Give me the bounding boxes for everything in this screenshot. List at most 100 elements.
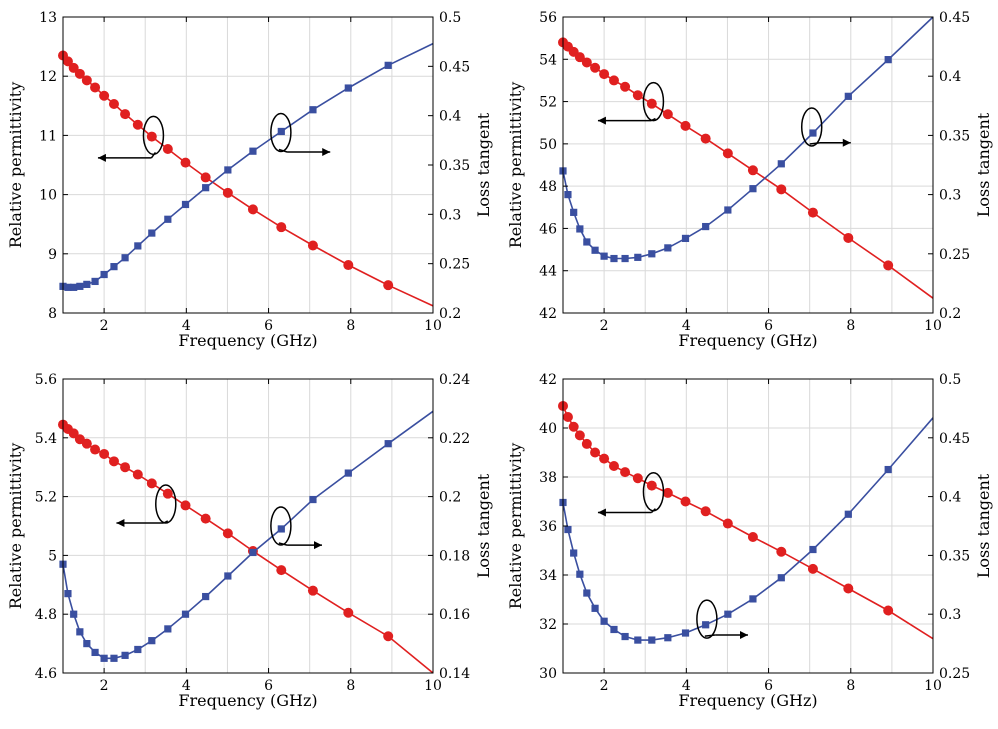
annotation-arrow-head bbox=[97, 153, 106, 162]
loss-tangent-point bbox=[277, 127, 285, 136]
panel-2: 2 4 6 8 1042444648505254560.20.250.30.350.40… bbox=[506, 10, 993, 350]
loss-tangent-point bbox=[309, 495, 317, 504]
x-tick-label: 10 bbox=[924, 678, 942, 694]
y-left-axis-label: Relative permittivity bbox=[6, 443, 25, 610]
annotation-ellipse bbox=[800, 107, 823, 147]
permittivity-point bbox=[662, 109, 673, 120]
y-right-tick-label: 0.5 bbox=[939, 372, 961, 388]
loss-tangent-point bbox=[749, 185, 757, 193]
x-axis-label: Frequency (GHz) bbox=[178, 331, 317, 350]
loss-tangent-point bbox=[83, 640, 91, 648]
permittivity-point bbox=[343, 607, 354, 618]
permittivity-point bbox=[843, 232, 854, 243]
loss-tangent-point bbox=[600, 617, 608, 625]
loss-tangent-point bbox=[591, 246, 599, 254]
y-right-tick-label: 0.35 bbox=[939, 128, 970, 144]
x-axis-label: Frequency (GHz) bbox=[678, 331, 817, 350]
x-tick-label: 10 bbox=[924, 318, 942, 334]
permittivity-point bbox=[307, 240, 318, 251]
permittivity-point bbox=[843, 583, 854, 594]
permittivity-point bbox=[722, 518, 733, 529]
y-right-tick-label: 0.24 bbox=[439, 372, 470, 388]
y-right-axis-label: Loss tangent bbox=[474, 112, 493, 217]
loss-tangent-point bbox=[634, 636, 642, 644]
y-left-tick-label: 46 bbox=[539, 221, 557, 237]
loss-tangent-point bbox=[134, 645, 142, 654]
permittivity-point bbox=[599, 453, 610, 464]
permittivity-point bbox=[90, 82, 101, 93]
permittivity-point bbox=[81, 438, 92, 449]
y-right-tick-label: 0.45 bbox=[439, 59, 470, 75]
loss-tangent-point bbox=[576, 570, 584, 578]
permittivity-point bbox=[776, 184, 787, 195]
loss-tangent-point bbox=[249, 147, 257, 155]
loss-tangent-point bbox=[344, 84, 352, 92]
permittivity-line bbox=[562, 405, 934, 640]
x-tick-label: 6 bbox=[264, 318, 273, 334]
permittivity-point bbox=[608, 75, 619, 86]
loss-tangent-point bbox=[70, 283, 78, 291]
permittivity-point bbox=[99, 448, 110, 459]
permittivity-point bbox=[722, 148, 733, 159]
annotation-connector bbox=[278, 542, 288, 546]
permittivity-point bbox=[120, 109, 131, 120]
permittivity-point bbox=[132, 119, 143, 130]
permittivity-point bbox=[146, 478, 157, 489]
y-left-tick-label: 52 bbox=[539, 95, 557, 111]
loss-tangent-point bbox=[164, 215, 172, 223]
loss-tangent-point bbox=[164, 625, 172, 633]
permittivity-point bbox=[646, 98, 657, 109]
x-tick-label: 4 bbox=[182, 318, 191, 334]
loss-tangent-line bbox=[562, 417, 934, 641]
loss-tangent-point bbox=[648, 636, 656, 644]
annotation-arrow-head bbox=[597, 508, 606, 517]
y-left-tick-label: 8 bbox=[48, 306, 57, 322]
y-left-tick-label: 50 bbox=[539, 137, 557, 153]
y-right-tick-label: 0.3 bbox=[939, 607, 961, 623]
y-left-tick-label: 48 bbox=[539, 179, 557, 195]
y-left-tick-label: 56 bbox=[539, 10, 557, 26]
loss-tangent-point bbox=[224, 166, 232, 174]
y-right-tick-label: 0.2 bbox=[439, 490, 461, 506]
loss-tangent-point bbox=[621, 254, 629, 263]
x-tick-label: 8 bbox=[346, 678, 355, 694]
loss-tangent-point bbox=[384, 440, 392, 448]
permittivity-point bbox=[608, 460, 619, 471]
x-tick-label: 2 bbox=[100, 678, 109, 694]
annotation-connector bbox=[704, 634, 716, 637]
permittivity-point bbox=[581, 57, 592, 68]
permittivity-point bbox=[680, 120, 691, 131]
panel-4: 2 4 6 8 10 30 32 34 36 38 40 42 0.25 0.3 0.35 0.4 0.45 0.… bbox=[506, 372, 993, 710]
y-left-tick-label: 38 bbox=[539, 470, 557, 486]
loss-tangent-point bbox=[681, 629, 690, 637]
annotation-connector bbox=[651, 117, 656, 122]
permittivity-point bbox=[807, 207, 818, 218]
y-left-tick-label: 44 bbox=[539, 264, 557, 280]
loss-tangent-point bbox=[591, 604, 599, 612]
y-left-tick-label: 32 bbox=[539, 617, 557, 633]
loss-tangent-point bbox=[664, 634, 672, 642]
loss-tangent-point bbox=[249, 548, 257, 557]
permittivity-point bbox=[90, 444, 101, 455]
permittivity-point bbox=[747, 165, 758, 176]
permittivity-point bbox=[74, 68, 85, 79]
permittivity-point bbox=[574, 52, 585, 63]
y-left-tick-label: 42 bbox=[539, 306, 557, 322]
loss-tangent-point bbox=[583, 589, 591, 597]
permittivity-point bbox=[568, 421, 579, 432]
annotation-ellipse bbox=[270, 112, 292, 153]
y-left-axis-label: Relative permittivity bbox=[506, 443, 525, 610]
loss-tangent-line bbox=[62, 42, 434, 289]
x-tick-label: 6 bbox=[764, 678, 773, 694]
y-right-tick-label: 0.2 bbox=[439, 306, 461, 322]
permittivity-point bbox=[62, 56, 73, 67]
loss-tangent-point bbox=[224, 572, 232, 580]
loss-tangent-point bbox=[134, 242, 142, 250]
y-left-axis-label: Relative permittivity bbox=[6, 82, 25, 249]
x-tick-label: 6 bbox=[264, 678, 273, 694]
permittivity-point bbox=[343, 260, 354, 271]
y-right-tick-label: 0.35 bbox=[939, 548, 970, 564]
y-left-tick-label: 5.2 bbox=[35, 490, 57, 506]
y-right-tick-label: 0.25 bbox=[439, 257, 470, 273]
